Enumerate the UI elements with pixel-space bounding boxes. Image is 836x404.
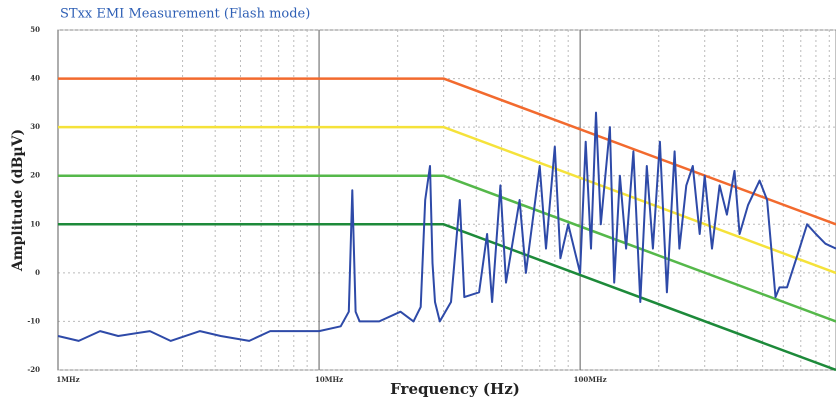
- x-axis-label: Frequency (Hz): [390, 380, 520, 398]
- x-tick-label: 10MHz: [315, 375, 343, 384]
- limit-line: [58, 223, 836, 372]
- limit-line: [58, 174, 836, 323]
- x-tick-label: 1MHz: [56, 375, 79, 384]
- y-tick-label: 20: [30, 171, 40, 180]
- y-tick-label: 0: [35, 268, 40, 277]
- y-tick-label: -10: [27, 316, 40, 325]
- chart-title: STxx EMI Measurement (Flash mode): [60, 7, 310, 22]
- y-tick-label: 40: [30, 74, 40, 83]
- limit-line: [58, 125, 836, 275]
- y-tick-label: 10: [30, 219, 40, 228]
- y-tick-label: -20: [27, 365, 40, 374]
- y-axis-label: Amplitude (dBµV): [10, 129, 26, 272]
- x-tick-label: 100MHz: [574, 375, 607, 384]
- y-tick-label: 30: [30, 122, 40, 131]
- measurement-line: [57, 111, 836, 342]
- y-tick-label: 50: [30, 25, 40, 34]
